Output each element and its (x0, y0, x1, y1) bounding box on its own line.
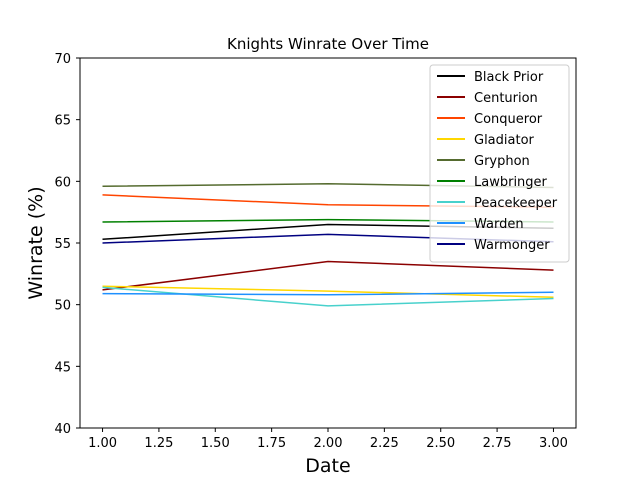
y-tick-label: 60 (54, 175, 71, 190)
x-tick-label: 1.50 (201, 436, 230, 451)
legend-label: Peacekeeper (474, 196, 558, 211)
series-line-warden (102, 291, 554, 296)
legend-label: Gladiator (474, 133, 535, 148)
y-tick-label: 45 (54, 360, 71, 375)
series-line-gladiator (102, 285, 554, 299)
x-tick-label: 1.75 (257, 436, 286, 451)
x-tick-label: 2.50 (426, 436, 455, 451)
y-tick-label: 70 (54, 52, 71, 67)
legend-label: Lawbringer (474, 175, 548, 190)
series-layer (102, 183, 554, 307)
legend-label: Conqueror (474, 112, 543, 127)
y-axis: 40 45 50 55 60 65 70 (54, 52, 80, 437)
x-tick-label: 2.75 (483, 436, 512, 451)
y-tick-label: 40 (54, 422, 71, 437)
series-line-centurion (102, 260, 554, 291)
x-axis: 1.00 1.25 1.50 1.75 2.00 2.25 2.50 2.75 3.00 (88, 428, 568, 451)
legend-box (429, 64, 570, 263)
chart-title: Knights Winrate Over Time (227, 35, 429, 53)
x-tick-label: 3.00 (539, 436, 568, 451)
y-tick-label: 65 (54, 114, 71, 129)
legend-label: Warden (474, 217, 524, 232)
x-tick-label: 2.00 (314, 436, 343, 451)
legend-label: Gryphon (474, 154, 530, 169)
y-axis-title: Winrate (%) (25, 186, 47, 299)
x-tick-label: 1.25 (144, 436, 173, 451)
legend-label: Centurion (474, 91, 538, 106)
y-tick-label: 55 (54, 237, 71, 252)
x-tick-label: 2.25 (370, 436, 399, 451)
legend-label: Black Prior (474, 70, 544, 85)
y-tick-label: 50 (54, 299, 71, 314)
legend: Black Prior Centurion Conqueror Gladiator Gr… (429, 64, 570, 263)
legend-label: Warmonger (474, 238, 550, 253)
x-tick-label: 1.00 (88, 436, 117, 451)
x-axis-title: Date (305, 455, 350, 477)
